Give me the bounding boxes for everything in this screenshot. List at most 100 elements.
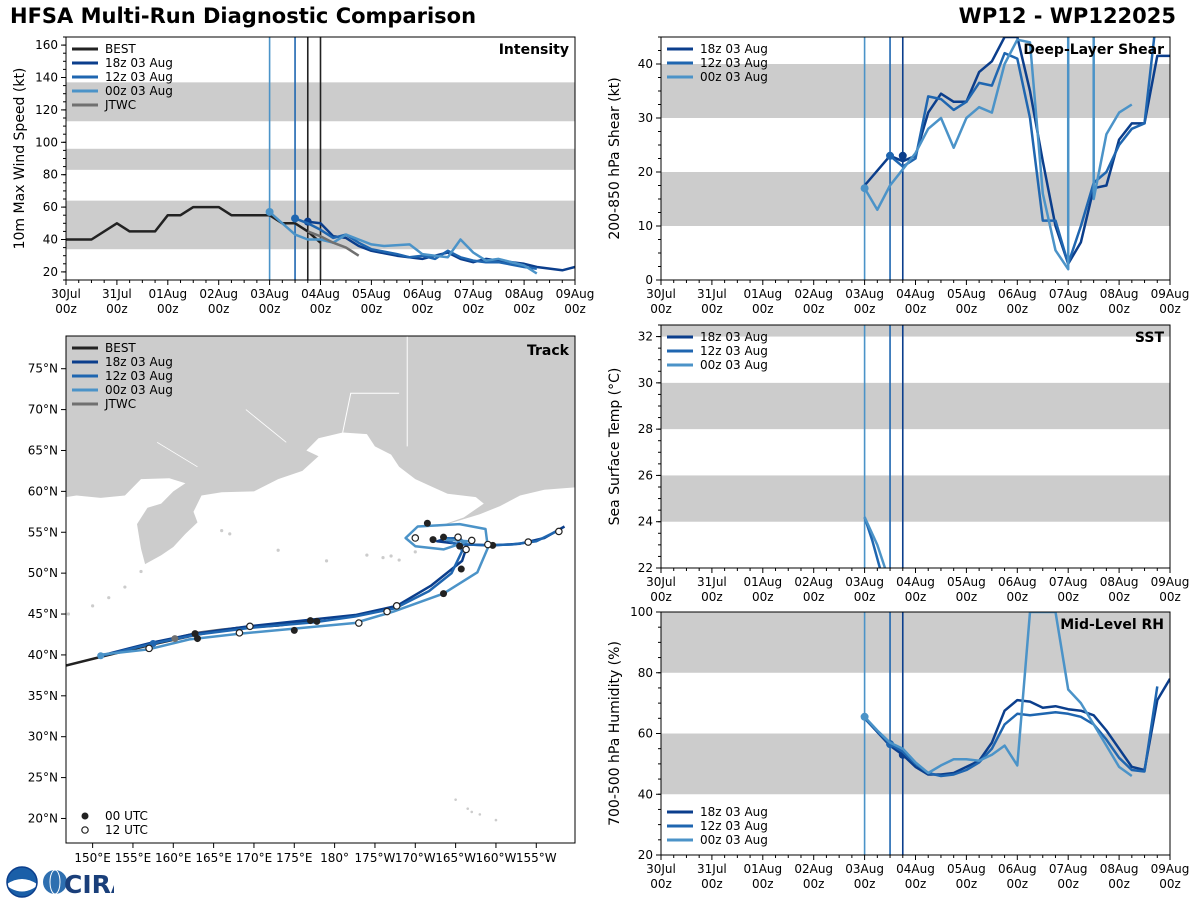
- intensity-xtick-hour: 00z: [55, 302, 77, 316]
- track-marker-12utc: [524, 538, 533, 546]
- intensity-legend-label-12z-03-aug: 12z 03 Aug: [105, 70, 173, 84]
- track-marker-12utc: [355, 619, 363, 627]
- track-marker-12utc: [555, 527, 563, 536]
- rh-xtick-hour: 00z: [956, 877, 978, 891]
- sst-ytick-label: 24: [638, 515, 653, 529]
- track-lon-label: 165°W: [435, 851, 476, 865]
- sst-ytick-label: 22: [638, 561, 653, 575]
- shear-xtick-day: 03Aug: [845, 287, 884, 301]
- intensity-legend-label-jtwc: JTWC: [104, 98, 136, 112]
- rh-xtick-hour: 00z: [701, 877, 723, 891]
- shear-xtick-day: 08Aug: [1100, 287, 1139, 301]
- shear-xtick-day: 04Aug: [896, 287, 935, 301]
- panel-rh: 2040608010030Jul00z31Jul00z01Aug00z02Aug…: [607, 605, 1189, 891]
- track-lon-label: 155°W: [516, 851, 557, 865]
- track-marker-12utc: [411, 534, 420, 542]
- hawaii-island-4: [494, 818, 498, 822]
- shear-xtick-hour: 00z: [905, 302, 927, 316]
- intensity-series-00z-03-aug: [268, 211, 538, 275]
- track-marker-00utc: [171, 635, 179, 643]
- intensity-ytick-label: 100: [35, 135, 58, 149]
- island-1: [381, 556, 385, 560]
- track-lat-label: 35°N: [28, 689, 58, 703]
- shear-band-1: [661, 64, 1170, 118]
- region-border: [156, 441, 198, 468]
- shear-xtick-day: 05Aug: [947, 287, 986, 301]
- intensity-legend-label-best: BEST: [105, 42, 136, 56]
- rh-xtick-day: 04Aug: [896, 862, 935, 876]
- intensity-marker-12z-03-aug: [291, 214, 300, 223]
- panel-sst: 22242628303230Jul00z31Jul00z01Aug00z02Au…: [607, 324, 1189, 604]
- sst-xtick-day: 02Aug: [794, 575, 833, 589]
- track-marker-12utc: [467, 536, 476, 545]
- track-title: Track: [527, 343, 570, 359]
- island-4: [389, 554, 393, 558]
- rh-xtick-day: 08Aug: [1100, 862, 1139, 876]
- hawaii-island-1: [466, 807, 470, 810]
- track-series-best: [66, 619, 315, 667]
- sst-xtick-hour: 00z: [1159, 590, 1181, 604]
- rh-legend-label-18z-03-aug: 18z 03 Aug: [700, 805, 768, 819]
- intensity-xtick-day: 06Aug: [403, 287, 442, 301]
- track-marker-00utc: [193, 635, 201, 643]
- island-7: [228, 532, 232, 536]
- rh-xtick-day: 30Jul: [646, 862, 676, 876]
- track-lon-label: 160°W: [476, 851, 517, 865]
- track-lon-label: 165°E: [195, 851, 232, 865]
- sst-xtick-day: 07Aug: [1049, 575, 1088, 589]
- intensity-ytick-label: 160: [35, 38, 58, 52]
- shear-xtick-day: 31Jul: [697, 287, 727, 301]
- intensity-xtick-hour: 00z: [208, 302, 230, 316]
- sst-xtick-hour: 00z: [1007, 590, 1029, 604]
- rh-xtick-hour: 00z: [854, 877, 876, 891]
- intensity-series-best: [66, 205, 322, 244]
- island-13: [66, 612, 71, 616]
- sst-xtick-hour: 00z: [803, 590, 825, 604]
- cira-logo: CIRA: [6, 866, 114, 898]
- track-lat-label: 40°N: [28, 648, 58, 662]
- track-marker-00utc: [440, 533, 448, 541]
- rh-xtick-day: 05Aug: [947, 862, 986, 876]
- intensity-xtick-hour: 00z: [157, 302, 179, 316]
- track-marker-12utc: [235, 629, 244, 637]
- shear-ytick-label: 20: [638, 165, 653, 179]
- sst-legend-label-00z-03-aug: 00z 03 Aug: [700, 358, 768, 372]
- panel-track: 20°N 25°N 30°N 35°N 40°N 45°N 50°N 55°N 60°N 65°N…: [28, 335, 576, 865]
- shear-ytick-label: 30: [638, 111, 653, 125]
- rh-xtick-day: 02Aug: [794, 862, 833, 876]
- rh-ytick-label: 20: [638, 848, 653, 862]
- track-lat-label: 75°N: [28, 362, 58, 376]
- intensity-marker-00z-03-aug: [265, 207, 274, 216]
- island-2: [397, 558, 401, 562]
- intensity-xtick-day: 04Aug: [301, 287, 340, 301]
- shear-xtick-day: 30Jul: [646, 287, 676, 301]
- shear-xtick-hour: 00z: [1159, 302, 1181, 316]
- track-lat-label: 50°N: [28, 566, 58, 580]
- shear-marker-12z-03-aug: [886, 151, 895, 160]
- shear-xtick-day: 09Aug: [1151, 287, 1190, 301]
- rh-xtick-day: 01Aug: [743, 862, 782, 876]
- rh-xtick-hour: 00z: [803, 877, 825, 891]
- track-marker-12utc: [484, 540, 492, 549]
- sst-xtick-day: 01Aug: [743, 575, 782, 589]
- shear-xtick-day: 02Aug: [794, 287, 833, 301]
- rh-xtick-hour: 00z: [1057, 877, 1079, 891]
- rh-xtick-hour: 00z: [752, 877, 774, 891]
- intensity-xtick-day: 01Aug: [148, 287, 187, 301]
- intensity-series-jtwc: [307, 230, 360, 257]
- track-legend-marker-12utc: [81, 826, 89, 834]
- track-series-00z-03-aug: [98, 522, 490, 657]
- shear-band-0: [661, 172, 1170, 226]
- page-title: HFSA Multi-Run Diagnostic Comparison: [10, 4, 477, 28]
- track-lon-label: 160°E: [155, 851, 192, 865]
- rh-band-1: [661, 612, 1170, 673]
- sst-ytick-label: 30: [638, 376, 653, 390]
- intensity-series-12z-03-aug: [294, 217, 537, 270]
- track-legend-label-18z-03-aug: 18z 03 Aug: [105, 355, 173, 369]
- panel-shear: 01020304030Jul00z31Jul00z01Aug00z02Aug00…: [607, 36, 1190, 316]
- intensity-xtick-hour: 00z: [513, 302, 535, 316]
- track-lon-label: 150°E: [74, 851, 111, 865]
- intensity-xtick-day: 08Aug: [505, 287, 544, 301]
- track-legend-label-12z-03-aug: 12z 03 Aug: [105, 369, 173, 383]
